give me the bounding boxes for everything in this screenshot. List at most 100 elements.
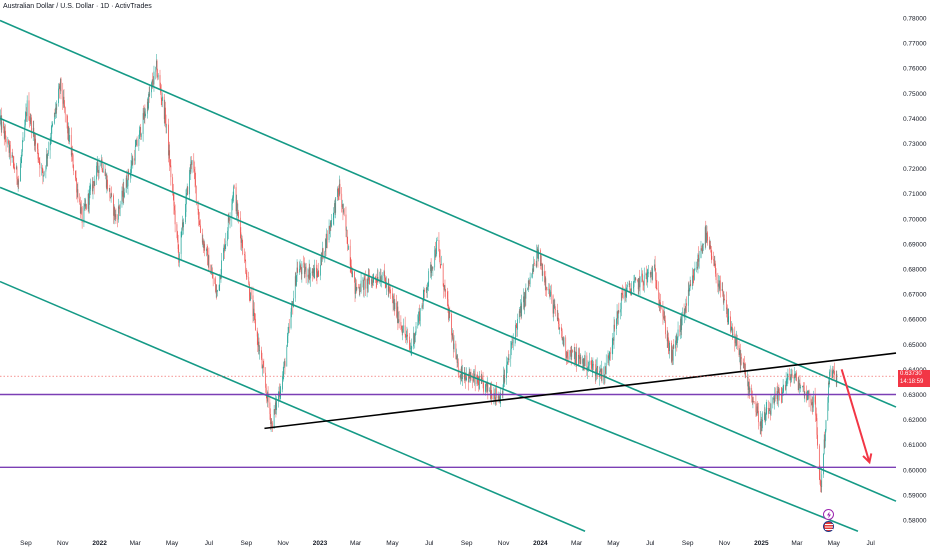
candle-body — [287, 335, 288, 347]
candle-body — [422, 298, 424, 307]
candle-body — [596, 366, 598, 368]
candle-body — [835, 374, 837, 384]
candle-body — [790, 376, 792, 381]
candle-body — [430, 264, 431, 272]
candle-body — [288, 326, 290, 328]
x-tick-label: Sep — [20, 540, 32, 547]
candle-body — [511, 342, 512, 350]
x-tick-label: May — [607, 540, 620, 547]
candle-body — [402, 325, 404, 333]
candle-body — [525, 290, 527, 299]
candle-body — [753, 401, 755, 402]
candle-body — [688, 289, 690, 292]
candle-body — [94, 179, 96, 186]
candle-body — [107, 179, 108, 190]
candle-body — [26, 100, 28, 116]
candle-body — [332, 217, 334, 221]
candle-body — [802, 386, 803, 388]
candle-body — [435, 254, 437, 257]
candle-body — [448, 307, 449, 320]
candle-body — [338, 183, 340, 195]
candle-body — [334, 203, 335, 208]
candle-body — [557, 317, 559, 320]
candle-body — [829, 370, 831, 372]
candle-body — [370, 279, 372, 284]
candle-body — [579, 356, 581, 360]
candle-body — [42, 168, 44, 177]
candle-body — [444, 285, 445, 290]
candle-body — [29, 120, 31, 123]
candle-body — [449, 312, 451, 314]
candle-body — [79, 201, 81, 214]
candle-body — [72, 153, 73, 155]
candle-body — [706, 232, 707, 243]
candle-body — [96, 162, 98, 166]
flag-icon[interactable] — [823, 521, 834, 532]
candle-body — [637, 280, 639, 290]
candle-body — [595, 373, 597, 376]
candle-body — [148, 93, 149, 109]
candle-body — [465, 377, 467, 381]
candle-body — [320, 264, 321, 276]
candle-body — [540, 250, 541, 266]
candle-body — [262, 366, 263, 369]
candle-body — [658, 289, 660, 299]
candle-body — [41, 167, 43, 169]
candle-body — [588, 360, 590, 366]
candle-body — [93, 182, 95, 186]
candle-body — [478, 382, 480, 389]
candle-body — [63, 96, 65, 106]
candle-body — [827, 402, 829, 421]
candle-body — [565, 355, 567, 358]
candle-body — [494, 398, 496, 401]
candle-body — [102, 169, 103, 172]
candle-body — [614, 324, 615, 329]
candle-body — [271, 422, 273, 429]
candle-body — [418, 311, 420, 317]
candle-body — [431, 267, 433, 273]
candle-body — [620, 309, 622, 313]
candle-body — [791, 373, 792, 377]
x-tick-label: Mar — [350, 540, 362, 547]
candle-body — [520, 306, 522, 317]
candle-body — [583, 358, 585, 367]
candle-body — [748, 381, 750, 390]
candle-body — [757, 406, 759, 411]
candle-body — [641, 273, 643, 277]
candle-body — [274, 409, 276, 410]
candle-body — [651, 272, 653, 280]
candle-body — [456, 355, 458, 363]
candle-body — [483, 383, 484, 392]
candle-body — [183, 222, 184, 228]
candle-body — [301, 263, 303, 275]
candle-body — [529, 277, 531, 284]
candle-body — [114, 207, 116, 217]
candle-body — [387, 282, 389, 292]
candle-body — [203, 240, 204, 248]
candle-body — [722, 289, 724, 293]
candle-body — [384, 277, 386, 283]
candle-body — [303, 263, 305, 274]
candle-body — [294, 276, 296, 299]
candle-body — [233, 186, 235, 197]
candle-body — [648, 272, 649, 274]
candle-body — [533, 262, 535, 272]
candle-body — [486, 382, 488, 387]
channel-line-2 — [0, 117, 897, 502]
candle-body — [341, 193, 343, 208]
candle-body — [753, 400, 754, 402]
candle-body — [721, 289, 723, 291]
candle-body — [588, 365, 590, 367]
candle-body — [360, 280, 362, 292]
candle-body — [373, 276, 375, 278]
candle-body — [578, 355, 579, 366]
candle-body — [9, 144, 11, 153]
flash-icon[interactable] — [823, 509, 834, 520]
candle-body — [444, 285, 446, 289]
candle-body — [41, 167, 43, 169]
candle-body — [764, 411, 765, 420]
candle-body — [342, 204, 344, 213]
candle-body — [762, 419, 763, 422]
candle-body — [726, 308, 728, 310]
